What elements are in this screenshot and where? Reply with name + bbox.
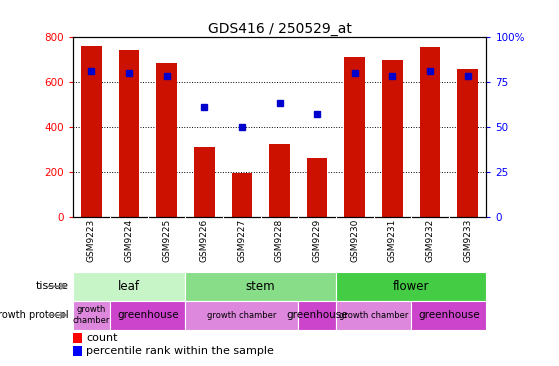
Text: greenhouse: greenhouse [286, 310, 348, 320]
Text: GSM9229: GSM9229 [312, 219, 321, 262]
Text: GSM9226: GSM9226 [200, 219, 209, 262]
Text: greenhouse: greenhouse [117, 310, 179, 320]
Text: GSM9228: GSM9228 [275, 219, 284, 262]
Bar [420, 47, 440, 217]
Bar [186, 272, 336, 301]
Bar [344, 57, 365, 217]
Text: GSM9223: GSM9223 [87, 219, 96, 262]
Text: GSM9232: GSM9232 [425, 219, 434, 262]
Text: growth chamber: growth chamber [207, 311, 277, 320]
Bar [110, 301, 186, 330]
Bar [231, 173, 252, 217]
Bar [73, 301, 110, 330]
Text: GSM9230: GSM9230 [350, 219, 359, 262]
Bar [411, 301, 486, 330]
Text: GSM9231: GSM9231 [388, 219, 397, 262]
Text: flower: flower [393, 280, 429, 293]
Bar [336, 272, 486, 301]
Text: GSM9224: GSM9224 [125, 219, 134, 262]
Bar [382, 60, 402, 217]
Bar [119, 50, 139, 217]
Title: GDS416 / 250529_at: GDS416 / 250529_at [207, 22, 352, 36]
Bar [336, 301, 411, 330]
Text: growth chamber: growth chamber [339, 311, 408, 320]
Bar [73, 272, 186, 301]
Bar [81, 46, 102, 217]
Text: percentile rank within the sample: percentile rank within the sample [86, 346, 274, 355]
Bar [194, 147, 215, 217]
Text: stem: stem [246, 280, 276, 293]
Bar [73, 346, 82, 356]
Bar [73, 333, 82, 343]
Text: count: count [86, 333, 117, 343]
Bar [307, 158, 328, 217]
Bar [269, 144, 290, 217]
Text: GSM9233: GSM9233 [463, 219, 472, 262]
Text: GSM9225: GSM9225 [162, 219, 171, 262]
Text: tissue: tissue [36, 281, 69, 291]
Bar [299, 301, 336, 330]
Bar [457, 69, 478, 217]
Text: growth protocol: growth protocol [0, 310, 69, 320]
Text: GSM9227: GSM9227 [238, 219, 247, 262]
Text: growth
chamber: growth chamber [73, 306, 110, 325]
Text: leaf: leaf [118, 280, 140, 293]
Bar [157, 63, 177, 217]
Text: greenhouse: greenhouse [418, 310, 480, 320]
Bar [186, 301, 299, 330]
